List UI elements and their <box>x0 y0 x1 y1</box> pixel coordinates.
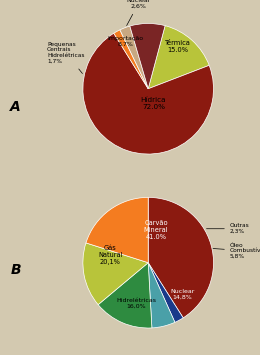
Text: Carvão
Mineral
41.0%: Carvão Mineral 41.0% <box>144 220 168 240</box>
Wedge shape <box>148 263 183 322</box>
Wedge shape <box>83 33 213 154</box>
Wedge shape <box>86 197 148 263</box>
Text: Pequenas
Centrais
Hidrelétricas
1,7%: Pequenas Centrais Hidrelétricas 1,7% <box>47 42 84 73</box>
Text: Gás
Natural
20,1%: Gás Natural 20,1% <box>98 245 122 265</box>
Wedge shape <box>148 26 209 89</box>
Wedge shape <box>83 243 148 305</box>
Text: Óleo
Combustível
5,8%: Óleo Combustível 5,8% <box>213 242 260 259</box>
Text: Hídrica
72.0%: Hídrica 72.0% <box>141 97 166 110</box>
Wedge shape <box>130 23 165 89</box>
Text: Outras
2,3%: Outras 2,3% <box>206 223 250 234</box>
Text: Hidrelétricas
16,0%: Hidrelétricas 16,0% <box>116 298 157 308</box>
Text: Nuclear
14,8%: Nuclear 14,8% <box>170 289 194 300</box>
Wedge shape <box>114 30 148 89</box>
Text: Nuclear
2,6%: Nuclear 2,6% <box>126 0 151 26</box>
Text: B: B <box>10 263 21 277</box>
Wedge shape <box>98 263 152 328</box>
Wedge shape <box>148 197 213 318</box>
Text: A: A <box>10 99 21 114</box>
Text: Importação
8,7%: Importação 8,7% <box>107 36 144 47</box>
Wedge shape <box>120 26 148 89</box>
Text: Térmica
15.0%: Térmica 15.0% <box>165 40 191 53</box>
Wedge shape <box>148 263 175 328</box>
